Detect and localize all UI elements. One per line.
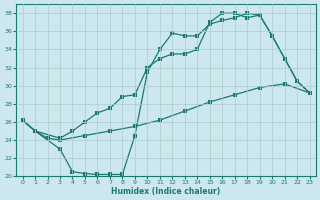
X-axis label: Humidex (Indice chaleur): Humidex (Indice chaleur) [111, 187, 221, 196]
